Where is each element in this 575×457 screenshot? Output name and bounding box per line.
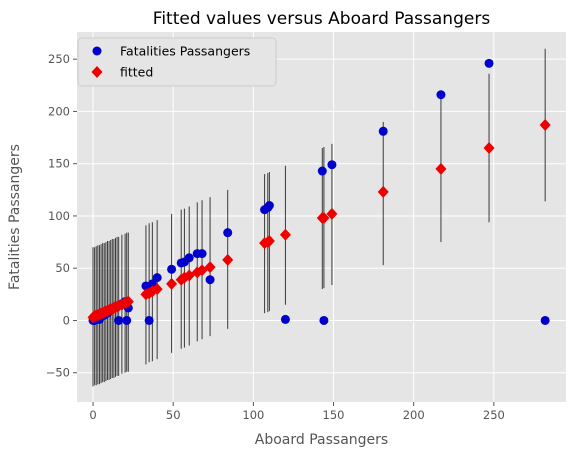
- legend-label-fitted: fitted: [120, 65, 153, 80]
- observed-point: [436, 90, 446, 100]
- fitted-point: [377, 185, 389, 198]
- x-tick-label: 100: [242, 408, 264, 422]
- fitted-point: [326, 207, 338, 220]
- legend-marker-observed: [92, 46, 102, 56]
- x-tick-label: 200: [403, 408, 425, 422]
- observed-point: [378, 126, 388, 136]
- observed-point: [197, 249, 207, 259]
- observed-point: [280, 314, 290, 324]
- legend-label-observed: Fatalities Passangers: [120, 44, 250, 59]
- observed-point: [152, 273, 162, 283]
- legend-box: [77, 37, 277, 87]
- observed-point: [264, 201, 274, 211]
- y-tick-label: 250: [48, 52, 70, 66]
- observed-point: [184, 253, 194, 263]
- observed-point: [114, 315, 124, 325]
- legend-marker-fitted: [91, 66, 103, 78]
- fitted-point: [539, 119, 551, 132]
- fitted-point: [166, 277, 178, 290]
- x-tick-label: 250: [483, 408, 505, 422]
- y-tick-label: −50: [46, 366, 70, 380]
- y-axis-label: Fatalities Passangers: [7, 144, 23, 290]
- fitted-point: [435, 162, 447, 175]
- y-tick-label: 100: [48, 209, 70, 223]
- fitted-point: [151, 283, 163, 296]
- fitted-point: [318, 212, 330, 225]
- fitted-point: [279, 228, 291, 241]
- fitted-point: [483, 142, 495, 155]
- observed-point: [122, 315, 132, 325]
- observed-point: [484, 58, 494, 68]
- observed-point: [223, 228, 233, 238]
- legend: Fatalities Passangers fitted: [77, 37, 277, 87]
- fitted-point: [122, 295, 134, 308]
- x-ticks: 0 50 100 150 200 250: [89, 402, 505, 422]
- y-tick-label: 0: [63, 313, 70, 327]
- fitted-point: [204, 261, 216, 274]
- x-axis-label: Aboard Passangers: [255, 432, 388, 448]
- fitted-points: [87, 119, 551, 324]
- chart-title: Fitted values versus Aboard Passangers: [153, 9, 491, 29]
- observed-point: [205, 275, 215, 285]
- observed-point: [319, 315, 329, 325]
- x-tick-label: 50: [166, 408, 181, 422]
- y-tick-label: 150: [48, 157, 70, 171]
- y-ticks: −50 0 50 100 150 200 250: [46, 52, 77, 380]
- observed-point: [327, 160, 337, 170]
- observed-point: [167, 264, 177, 274]
- x-tick-label: 150: [323, 408, 345, 422]
- y-tick-label: 50: [55, 261, 70, 275]
- observed-point: [144, 315, 154, 325]
- fitted-point: [263, 235, 275, 248]
- fitted-point: [222, 253, 234, 266]
- observed-point: [540, 315, 550, 325]
- y-tick-label: 200: [48, 104, 70, 118]
- observed-point: [317, 166, 327, 176]
- x-tick-label: 0: [89, 408, 96, 422]
